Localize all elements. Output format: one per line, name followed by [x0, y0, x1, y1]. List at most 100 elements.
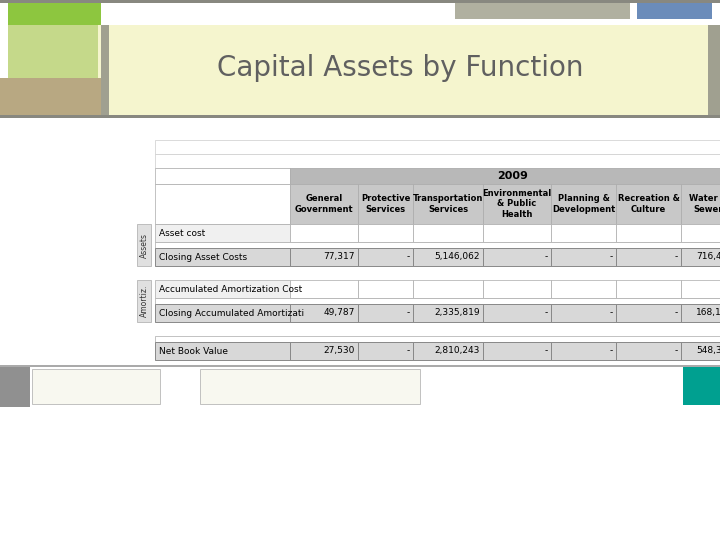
Bar	[681, 342, 720, 360]
Bar	[413, 184, 483, 224]
Bar	[137, 280, 151, 322]
Bar	[0, 25, 8, 115]
Bar	[551, 248, 616, 266]
Text: -: -	[675, 253, 678, 261]
Text: -: -	[610, 347, 613, 355]
Text: 2,810,243: 2,810,243	[435, 347, 480, 355]
Bar	[551, 224, 616, 242]
Bar	[0, 78, 101, 115]
Text: 27,530: 27,530	[323, 347, 355, 355]
Bar	[681, 248, 720, 266]
Bar	[155, 280, 290, 298]
Text: -: -	[675, 308, 678, 318]
Text: 548,337: 548,337	[696, 347, 720, 355]
Text: 168,103: 168,103	[696, 308, 720, 318]
Bar	[616, 304, 681, 322]
Bar	[155, 168, 290, 184]
Bar	[290, 184, 358, 224]
Bar	[483, 184, 551, 224]
Bar	[155, 336, 720, 342]
Bar	[681, 184, 720, 224]
Bar	[413, 224, 483, 242]
Text: Water &
Sewer: Water & Sewer	[689, 194, 720, 214]
Bar	[708, 25, 720, 115]
Bar	[155, 304, 290, 322]
Bar	[0, 224, 155, 270]
Bar	[0, 266, 720, 280]
Bar	[0, 322, 720, 336]
Bar	[8, 25, 708, 115]
Bar	[155, 154, 720, 168]
Text: -: -	[610, 253, 613, 261]
Bar	[683, 367, 720, 405]
Bar	[483, 224, 551, 242]
Bar	[290, 248, 358, 266]
Bar	[358, 224, 413, 242]
Bar	[155, 342, 290, 360]
Bar	[0, 365, 720, 540]
Bar	[358, 280, 413, 298]
Text: Capital Assets by Function: Capital Assets by Function	[217, 54, 583, 82]
Bar	[551, 342, 616, 360]
Bar	[681, 304, 720, 322]
Bar	[413, 342, 483, 360]
Bar	[616, 280, 681, 298]
Bar	[358, 184, 413, 224]
Text: Planning &
Development: Planning & Development	[552, 194, 615, 214]
Text: 5,146,062: 5,146,062	[434, 253, 480, 261]
Bar	[413, 304, 483, 322]
Bar	[290, 168, 720, 184]
Text: Recreation &
Culture: Recreation & Culture	[618, 194, 680, 214]
Bar	[0, 365, 720, 367]
Bar	[483, 248, 551, 266]
Text: -: -	[407, 253, 410, 261]
Bar	[32, 369, 160, 404]
Bar	[290, 224, 358, 242]
Bar	[155, 140, 720, 154]
Bar	[0, 115, 720, 118]
Bar	[155, 184, 290, 224]
Text: -: -	[407, 308, 410, 318]
Bar	[0, 367, 30, 407]
Bar	[290, 304, 358, 322]
Text: Assets: Assets	[140, 233, 148, 258]
Bar	[551, 304, 616, 322]
Bar	[551, 184, 616, 224]
Bar	[137, 224, 151, 266]
Text: Environmental
& Public
Health: Environmental & Public Health	[482, 189, 552, 219]
Bar	[290, 342, 358, 360]
Bar	[413, 280, 483, 298]
Text: -: -	[407, 347, 410, 355]
Bar	[681, 280, 720, 298]
Text: -: -	[545, 253, 548, 261]
Bar	[101, 25, 109, 115]
Text: Protective
Services: Protective Services	[361, 194, 410, 214]
Bar	[155, 248, 290, 266]
Bar	[483, 304, 551, 322]
Text: 49,787: 49,787	[323, 308, 355, 318]
Bar	[155, 224, 290, 242]
Text: 2,335,819: 2,335,819	[434, 308, 480, 318]
Text: 716,440: 716,440	[696, 253, 720, 261]
Text: Accumulated Amortization Cost: Accumulated Amortization Cost	[159, 285, 302, 294]
Text: -: -	[610, 308, 613, 318]
Bar	[155, 298, 720, 304]
Bar	[8, 25, 98, 92]
Bar	[358, 248, 413, 266]
Bar	[616, 248, 681, 266]
Text: -: -	[675, 347, 678, 355]
Bar	[155, 242, 720, 248]
Bar	[8, 3, 101, 25]
Text: 2009: 2009	[498, 171, 528, 181]
Text: -: -	[545, 347, 548, 355]
Text: Asset cost: Asset cost	[159, 228, 205, 238]
Bar	[200, 369, 420, 404]
Text: General
Government: General Government	[294, 194, 354, 214]
Bar	[551, 280, 616, 298]
Bar	[483, 342, 551, 360]
Bar	[290, 280, 358, 298]
Bar	[616, 342, 681, 360]
Bar	[455, 3, 630, 19]
Text: -: -	[545, 308, 548, 318]
Bar	[616, 184, 681, 224]
